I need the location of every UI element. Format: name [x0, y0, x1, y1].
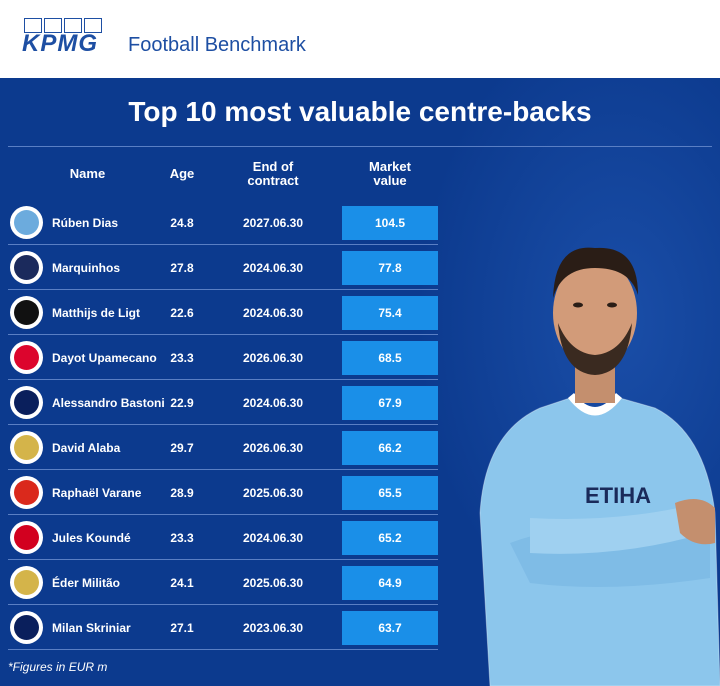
row-divider	[8, 289, 438, 290]
contract-end: 2024.06.30	[242, 531, 304, 545]
column-header-contract-line1: End of	[252, 159, 294, 174]
column-header-age: Age	[169, 166, 195, 181]
table-row: Marquinhos 27.8 2024.06.30 77.8	[0, 247, 440, 290]
market-value: 104.5	[342, 206, 438, 240]
player-age: 24.8	[170, 216, 194, 230]
player-age: 27.1	[170, 621, 194, 635]
psg-crest-icon	[10, 251, 43, 284]
kpmg-boxes-icon	[24, 18, 102, 33]
crest-fill	[14, 480, 39, 505]
player-age: 23.3	[170, 531, 194, 545]
row-divider	[8, 379, 438, 380]
table-row: Dayot Upamecano 23.3 2026.06.30 68.5	[0, 337, 440, 380]
crest-fill	[14, 345, 39, 370]
table-row: Jules Koundé 23.3 2024.06.30 65.2	[0, 517, 440, 560]
main-panel: Top 10 most valuable centre-backs Name A…	[0, 78, 720, 686]
row-divider	[8, 424, 438, 425]
player-name: Alessandro Bastoni	[52, 396, 165, 410]
crest-fill	[14, 435, 39, 460]
row-divider	[8, 514, 438, 515]
contract-end: 2024.06.30	[242, 306, 304, 320]
player-name: Dayot Upamecano	[52, 351, 157, 365]
kpmg-logo: KPMG	[22, 18, 102, 58]
player-name: Matthijs de Ligt	[52, 306, 140, 320]
player-name: Rúben Dias	[52, 216, 119, 230]
column-header-contract: End of contract	[233, 160, 313, 188]
contract-end: 2024.06.30	[242, 261, 304, 275]
contract-end: 2023.06.30	[242, 621, 304, 635]
table-row: Raphaël Varane 28.9 2025.06.30 65.5	[0, 472, 440, 515]
contract-end: 2026.06.30	[242, 441, 304, 455]
inter-crest-icon	[10, 386, 43, 419]
page-title: Top 10 most valuable centre-backs	[128, 96, 592, 127]
table-row: Éder Militão 24.1 2025.06.30 64.9	[0, 562, 440, 605]
row-divider	[8, 559, 438, 560]
crest-fill	[14, 390, 39, 415]
market-value: 64.9	[342, 566, 438, 600]
market-value: 68.5	[342, 341, 438, 375]
market-value: 67.9	[342, 386, 438, 420]
brand-name: Football Benchmark	[128, 34, 306, 56]
table-row: Matthijs de Ligt 22.6 2024.06.30 75.4	[0, 292, 440, 335]
market-value: 77.8	[342, 251, 438, 285]
real-madrid-crest-icon	[10, 566, 43, 599]
row-divider	[8, 244, 438, 245]
header: KPMG Football Benchmark	[0, 0, 720, 78]
column-header-value-line2: value	[373, 173, 407, 188]
crest-fill	[14, 210, 39, 235]
svg-text:ETIHA: ETIHA	[585, 483, 651, 508]
player-name: David Alaba	[52, 441, 121, 455]
table-row: Rúben Dias 24.8 2027.06.30 104.5	[0, 202, 440, 245]
player-name: Raphaël Varane	[52, 486, 142, 500]
row-divider	[8, 334, 438, 335]
juventus-crest-icon	[10, 296, 43, 329]
footnote: *Figures in EUR m	[8, 660, 108, 674]
crest-fill	[14, 255, 39, 280]
bayern-crest-icon	[10, 341, 43, 374]
title-divider	[8, 146, 712, 147]
manchester-united-crest-icon	[10, 476, 43, 509]
row-divider	[8, 469, 438, 470]
player-age: 28.9	[170, 486, 194, 500]
contract-end: 2025.06.30	[242, 576, 304, 590]
contract-end: 2025.06.30	[242, 486, 304, 500]
crest-fill	[14, 300, 39, 325]
market-value: 66.2	[342, 431, 438, 465]
player-name: Marquinhos	[52, 261, 120, 275]
row-divider	[8, 649, 438, 650]
player-photo: ETIHA	[479, 247, 720, 686]
player-age: 24.1	[170, 576, 194, 590]
player-name: Éder Militão	[52, 576, 121, 590]
player-name: Milan Skriniar	[52, 621, 131, 635]
inter-crest-icon	[10, 611, 43, 644]
row-divider	[8, 604, 438, 605]
column-header-value: Market value	[350, 160, 430, 188]
manchester-city-crest-icon	[10, 206, 43, 239]
column-header-contract-line2: contract	[247, 173, 299, 188]
market-value: 63.7	[342, 611, 438, 645]
player-name: Jules Koundé	[52, 531, 131, 545]
table-row: Milan Skriniar 27.1 2023.06.30 63.7	[0, 607, 440, 650]
table-row: David Alaba 29.7 2026.06.30 66.2	[0, 427, 440, 470]
contract-end: 2024.06.30	[242, 396, 304, 410]
crest-fill	[14, 570, 39, 595]
player-age: 23.3	[170, 351, 194, 365]
kpmg-logo-text: KPMG	[22, 30, 98, 57]
market-value: 65.5	[342, 476, 438, 510]
column-header-value-line1: Market	[369, 159, 411, 174]
contract-end: 2027.06.30	[242, 216, 304, 230]
sevilla-crest-icon	[10, 521, 43, 554]
market-value: 65.2	[342, 521, 438, 555]
crest-fill	[14, 615, 39, 640]
player-age: 29.7	[170, 441, 194, 455]
real-madrid-crest-icon	[10, 431, 43, 464]
table-row: Alessandro Bastoni 22.9 2024.06.30 67.9	[0, 382, 440, 425]
crest-fill	[14, 525, 39, 550]
market-value: 75.4	[342, 296, 438, 330]
player-age: 22.9	[170, 396, 194, 410]
column-header-name: Name	[69, 166, 106, 181]
player-age: 22.6	[170, 306, 194, 320]
player-age: 27.8	[170, 261, 194, 275]
contract-end: 2026.06.30	[242, 351, 304, 365]
